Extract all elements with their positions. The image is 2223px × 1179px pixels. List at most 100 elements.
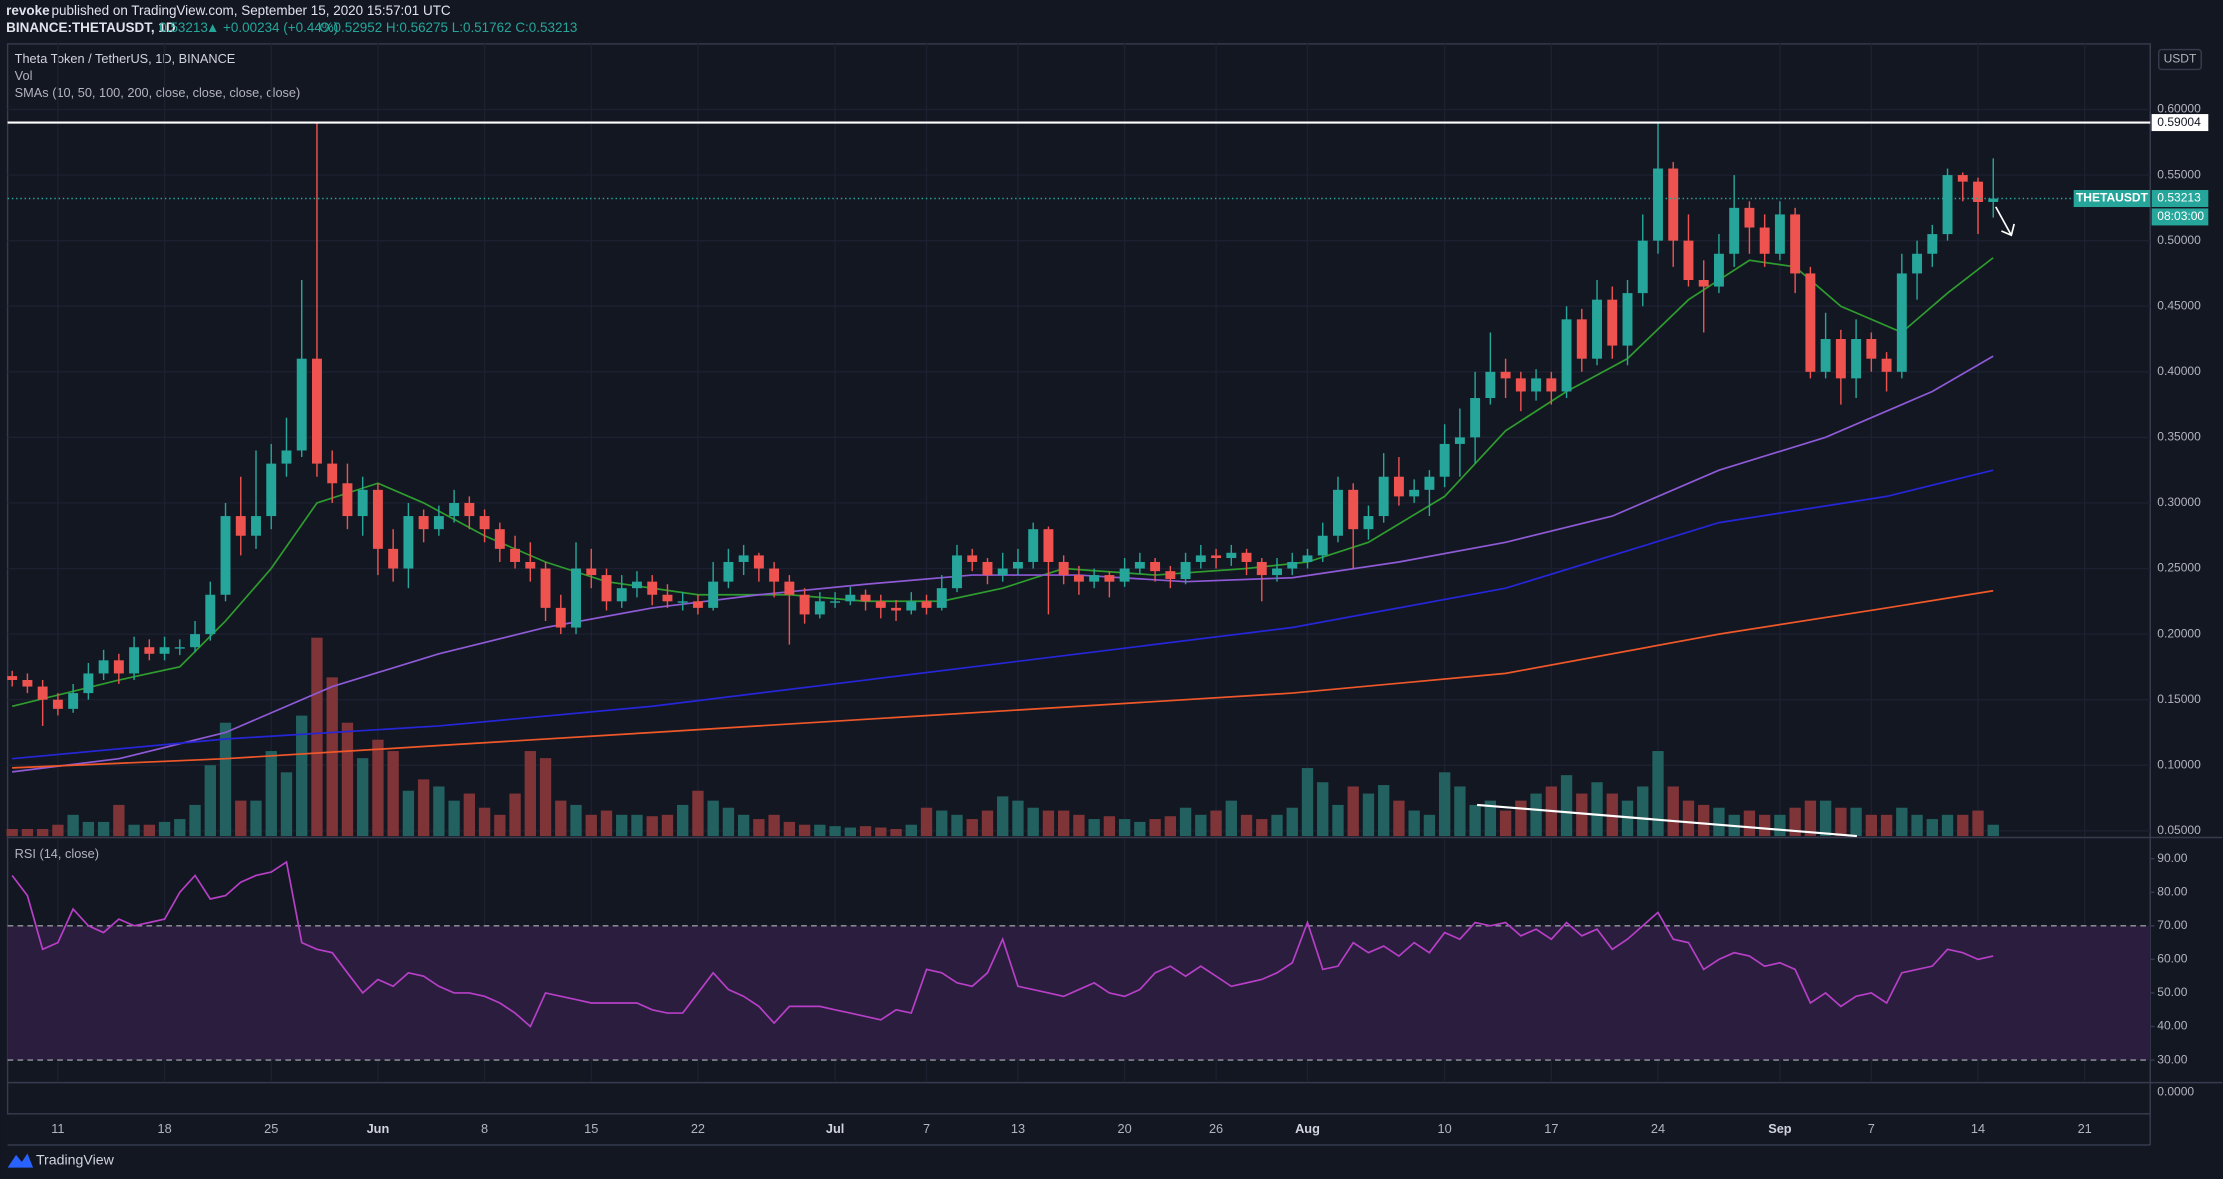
candle-body	[875, 601, 886, 608]
candle-body	[1134, 561, 1145, 569]
candle-body	[967, 555, 978, 562]
x-tick-label: 22	[691, 1121, 705, 1136]
candle-body	[1866, 339, 1877, 359]
y-tick-label: 0.40000	[2157, 364, 2201, 378]
y-tick-label: 0.60000	[2157, 102, 2201, 116]
volume-bar	[1149, 819, 1161, 837]
volume-bar	[905, 824, 917, 837]
candle-body	[601, 575, 612, 602]
candle-body	[799, 594, 810, 615]
rsi-band	[7, 925, 2151, 1061]
volume-bar	[1134, 821, 1146, 837]
candle-body	[296, 358, 307, 451]
volume-bar	[280, 772, 293, 837]
volume-bar	[631, 814, 643, 837]
candle-body	[1363, 516, 1374, 530]
volume-bar	[1012, 800, 1024, 837]
change: ▲ +0.00234 (+0.44%)	[206, 20, 338, 35]
volume-bar	[616, 814, 628, 837]
volume-bar	[1698, 804, 1710, 837]
volume-bar	[1789, 807, 1801, 837]
candle-body	[525, 561, 536, 569]
volume-bar	[1332, 804, 1344, 837]
volume-bar	[1118, 819, 1131, 837]
volume-legend: Vol	[15, 68, 33, 83]
volume-bar	[1682, 800, 1695, 837]
volume-bar	[1835, 807, 1847, 837]
volume-bar	[1637, 786, 1649, 837]
candle-body	[723, 561, 734, 582]
candle-body	[449, 502, 460, 517]
volume-bar	[1103, 816, 1116, 837]
volume-bar	[585, 814, 597, 837]
candle-body	[1637, 240, 1648, 294]
volume-bar	[387, 751, 399, 837]
last: 0.53213	[159, 20, 208, 35]
y-tick-label: 0.55000	[2157, 167, 2201, 181]
volume-bar	[859, 826, 872, 837]
volume-bar	[814, 824, 826, 837]
symbol: BINANCE:THETAUSDT, 1D	[6, 20, 176, 35]
candle-body	[1195, 555, 1206, 562]
candle-body	[1774, 214, 1785, 254]
volume-bar	[1896, 807, 1908, 837]
candle-body	[1043, 529, 1054, 562]
currency-box[interactable]	[2158, 48, 2202, 71]
candle-body	[1439, 443, 1450, 477]
volume-bar	[1256, 819, 1268, 837]
currency[interactable]: USDT	[2164, 52, 2197, 66]
level-label: 0.59004	[2157, 115, 2201, 129]
candle-body	[1576, 319, 1587, 359]
candle-body	[1119, 568, 1130, 582]
volume-bar	[1957, 814, 1969, 837]
volume-bar	[875, 827, 887, 837]
volume-bar	[372, 739, 384, 837]
volume-bar	[1880, 814, 1893, 837]
candle-body	[830, 601, 841, 603]
candle-body	[7, 676, 18, 681]
volume-bar	[600, 810, 613, 837]
candle-body	[1531, 378, 1542, 392]
volume-bar	[646, 816, 658, 837]
volume-bar	[692, 790, 704, 837]
volume-bar	[1301, 768, 1314, 837]
candle-body	[68, 693, 79, 709]
volume-bar	[174, 819, 186, 837]
candle-body	[113, 660, 124, 674]
rsi-legend: RSI (14, close)	[15, 846, 99, 861]
volume-bar	[936, 810, 948, 837]
candle-body	[83, 673, 94, 694]
candle-body	[632, 581, 642, 589]
candle-body	[1348, 489, 1359, 530]
y-tick-label: 0.30000	[2157, 495, 2201, 509]
candle-body	[1165, 571, 1176, 580]
volume-bar	[67, 814, 79, 837]
candle-body	[1104, 575, 1115, 582]
volume-bar	[539, 758, 552, 837]
candle-body	[1256, 561, 1267, 576]
symbol-legend: Theta Token / TetherUS, 1D, BINANCE	[15, 51, 236, 66]
candle-body	[1378, 476, 1389, 517]
volume-bar	[52, 824, 64, 837]
volume-bar	[722, 807, 735, 837]
candle-body	[1317, 535, 1328, 556]
volume-bar	[158, 821, 171, 837]
candle-body	[1622, 293, 1633, 346]
volume-bar	[433, 786, 445, 837]
countdown: 08:03:00	[2157, 209, 2204, 223]
y-tick-label: 0.35000	[2157, 430, 2201, 444]
volume-bar	[250, 800, 262, 837]
volume-bar	[1469, 804, 1481, 837]
volume-bar	[204, 765, 216, 837]
volume-bar	[966, 819, 978, 837]
volume-bar	[1560, 775, 1573, 837]
candle-body	[814, 601, 825, 615]
volume-bar	[1774, 814, 1786, 837]
candle-body	[1302, 555, 1313, 562]
candle-body	[479, 516, 490, 530]
volume-bar	[1179, 807, 1192, 837]
candle-body	[1790, 214, 1801, 274]
x-tick-label: 7	[923, 1121, 930, 1136]
candle-body	[1881, 358, 1892, 372]
